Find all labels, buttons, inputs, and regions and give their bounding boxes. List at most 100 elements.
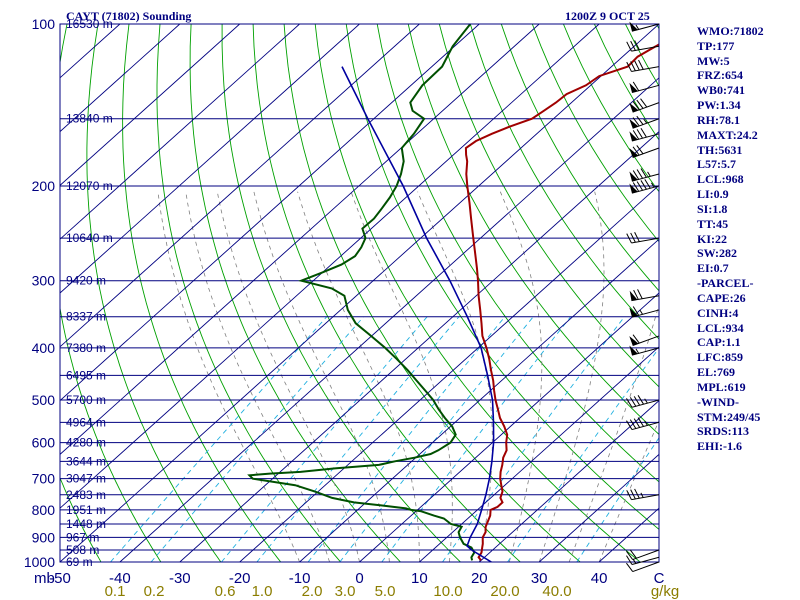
wind-barb-half-flag [644, 420, 648, 426]
stability-index-item: PW:1.34 [697, 98, 741, 113]
dry-adiabat [781, 24, 800, 562]
isotherm [60, 24, 600, 509]
pressure-tick-label: 300 [32, 273, 56, 289]
stability-index-item: STM:249/45 [697, 409, 761, 424]
mixing-ratio-line [110, 316, 328, 562]
dry-adiabat [156, 24, 341, 562]
isotherm [538, 453, 659, 562]
isotherm [60, 24, 300, 240]
pressure-tick-label: 800 [32, 502, 56, 518]
moist-adiabat [568, 303, 659, 562]
mixing-ratio-line [307, 316, 506, 562]
moist-adiabat [157, 191, 300, 562]
height-label: 1951 m [66, 503, 106, 517]
wind-barb-flag [640, 128, 647, 138]
parcel-line [341, 66, 495, 562]
wind-barb-pennant [629, 148, 639, 158]
wind-barb [629, 334, 660, 346]
wind-barb-flag [626, 61, 632, 72]
stability-index-item: CAPE:26 [697, 290, 746, 305]
mixing-ratio-label: 1.0 [252, 583, 273, 600]
wind-barb-pennant [629, 345, 638, 356]
wind-barb-shaft [631, 399, 660, 408]
wind-barb-shaft [631, 66, 660, 72]
wind-barb-flag [632, 182, 640, 192]
pressure-tick-label: 200 [32, 178, 56, 194]
wind-barb-flag [626, 550, 634, 560]
isotherm [60, 24, 181, 133]
stability-index-item: SW:282 [697, 246, 738, 261]
wind-barb-flag [629, 397, 637, 407]
height-label: 16530 m [66, 17, 113, 31]
wind-barb-flag [630, 489, 636, 500]
wind-barb-flag [633, 396, 641, 406]
wind-barb-flag [626, 562, 634, 572]
stability-index-item: MPL:619 [697, 379, 746, 394]
wind-barb-flag [632, 130, 640, 140]
wind-barb-flag [630, 232, 636, 243]
isotherm [239, 184, 659, 562]
temperature-tick-label: 0 [355, 570, 363, 587]
isotherm [419, 346, 659, 562]
stability-index-item: -WIND- [697, 394, 739, 409]
wind-barb-half-flag [635, 24, 640, 30]
wind-barb [629, 306, 660, 318]
temperature-tick-label: -30 [169, 570, 191, 587]
stability-index-item: FRZ:654 [697, 68, 743, 83]
wind-barb-pennant [629, 118, 639, 129]
wind-barb-flag [636, 169, 644, 179]
isotherm [359, 292, 659, 562]
mixing-ratio-line [507, 347, 659, 562]
wind-barb [629, 98, 660, 113]
height-label: 10640 m [66, 231, 113, 245]
stability-index-item: TP:177 [697, 38, 735, 53]
wind-barb-shaft [632, 147, 660, 159]
wind-barb-flag [637, 289, 643, 299]
pressure-tick-label: 600 [32, 435, 56, 451]
wind-barb-flag [636, 145, 644, 155]
wind-barb-flag [632, 101, 640, 111]
pressure-tick-label: 700 [32, 471, 56, 487]
temperature-tick-label: -50 [49, 570, 71, 587]
wind-barb-flag [632, 146, 640, 156]
wind-barb-flag [636, 181, 644, 191]
stability-index-item: TH:5631 [697, 142, 743, 157]
wind-barb-flag [632, 334, 640, 344]
moist-adiabat [538, 191, 605, 562]
wind-barb-flag [630, 61, 636, 71]
stability-index-item: WMO:71802 [697, 24, 764, 38]
moist-adiabat [598, 419, 659, 562]
wind-barb-flag [632, 306, 640, 316]
stability-index-item: SRDS:113 [697, 424, 750, 439]
stability-index-item: LFC:859 [697, 350, 743, 365]
pressure-tick-label: 400 [32, 340, 56, 356]
mixing-ratio-label: 20.0 [490, 583, 519, 600]
isotherm [60, 24, 241, 187]
isotherm [60, 24, 480, 402]
temperature-tick-label: -40 [109, 570, 131, 587]
wind-barb [629, 81, 660, 94]
wind-barb [626, 561, 660, 573]
height-label: 13840 m [66, 112, 113, 126]
stability-index-item: RH:78.1 [697, 112, 740, 127]
wind-barb-flag [638, 59, 644, 70]
height-label: 8337 m [66, 310, 106, 324]
stability-index-item: L57:5.7 [697, 157, 736, 172]
stability-index-item: EL:769 [697, 365, 736, 380]
temperature-line [464, 43, 659, 562]
stability-index-item: TT:45 [697, 216, 729, 231]
wind-barb-shaft [631, 45, 660, 52]
mixing-ratio-label: 2.0 [302, 583, 323, 600]
wind-barb-shaft [632, 102, 660, 113]
wind-barb-half-flag [644, 398, 648, 404]
temperature-tick-label: -20 [229, 570, 251, 587]
wind-barb-shaft [632, 549, 660, 561]
wind-barb-flag [626, 41, 632, 52]
mixing-ratio-line [150, 316, 364, 562]
stability-index-item: MW:5 [697, 53, 730, 68]
wind-barb [626, 395, 660, 408]
wind-barb [626, 232, 660, 244]
wind-barb-flag [636, 99, 644, 109]
stability-index-item: CINH:4 [697, 305, 739, 320]
